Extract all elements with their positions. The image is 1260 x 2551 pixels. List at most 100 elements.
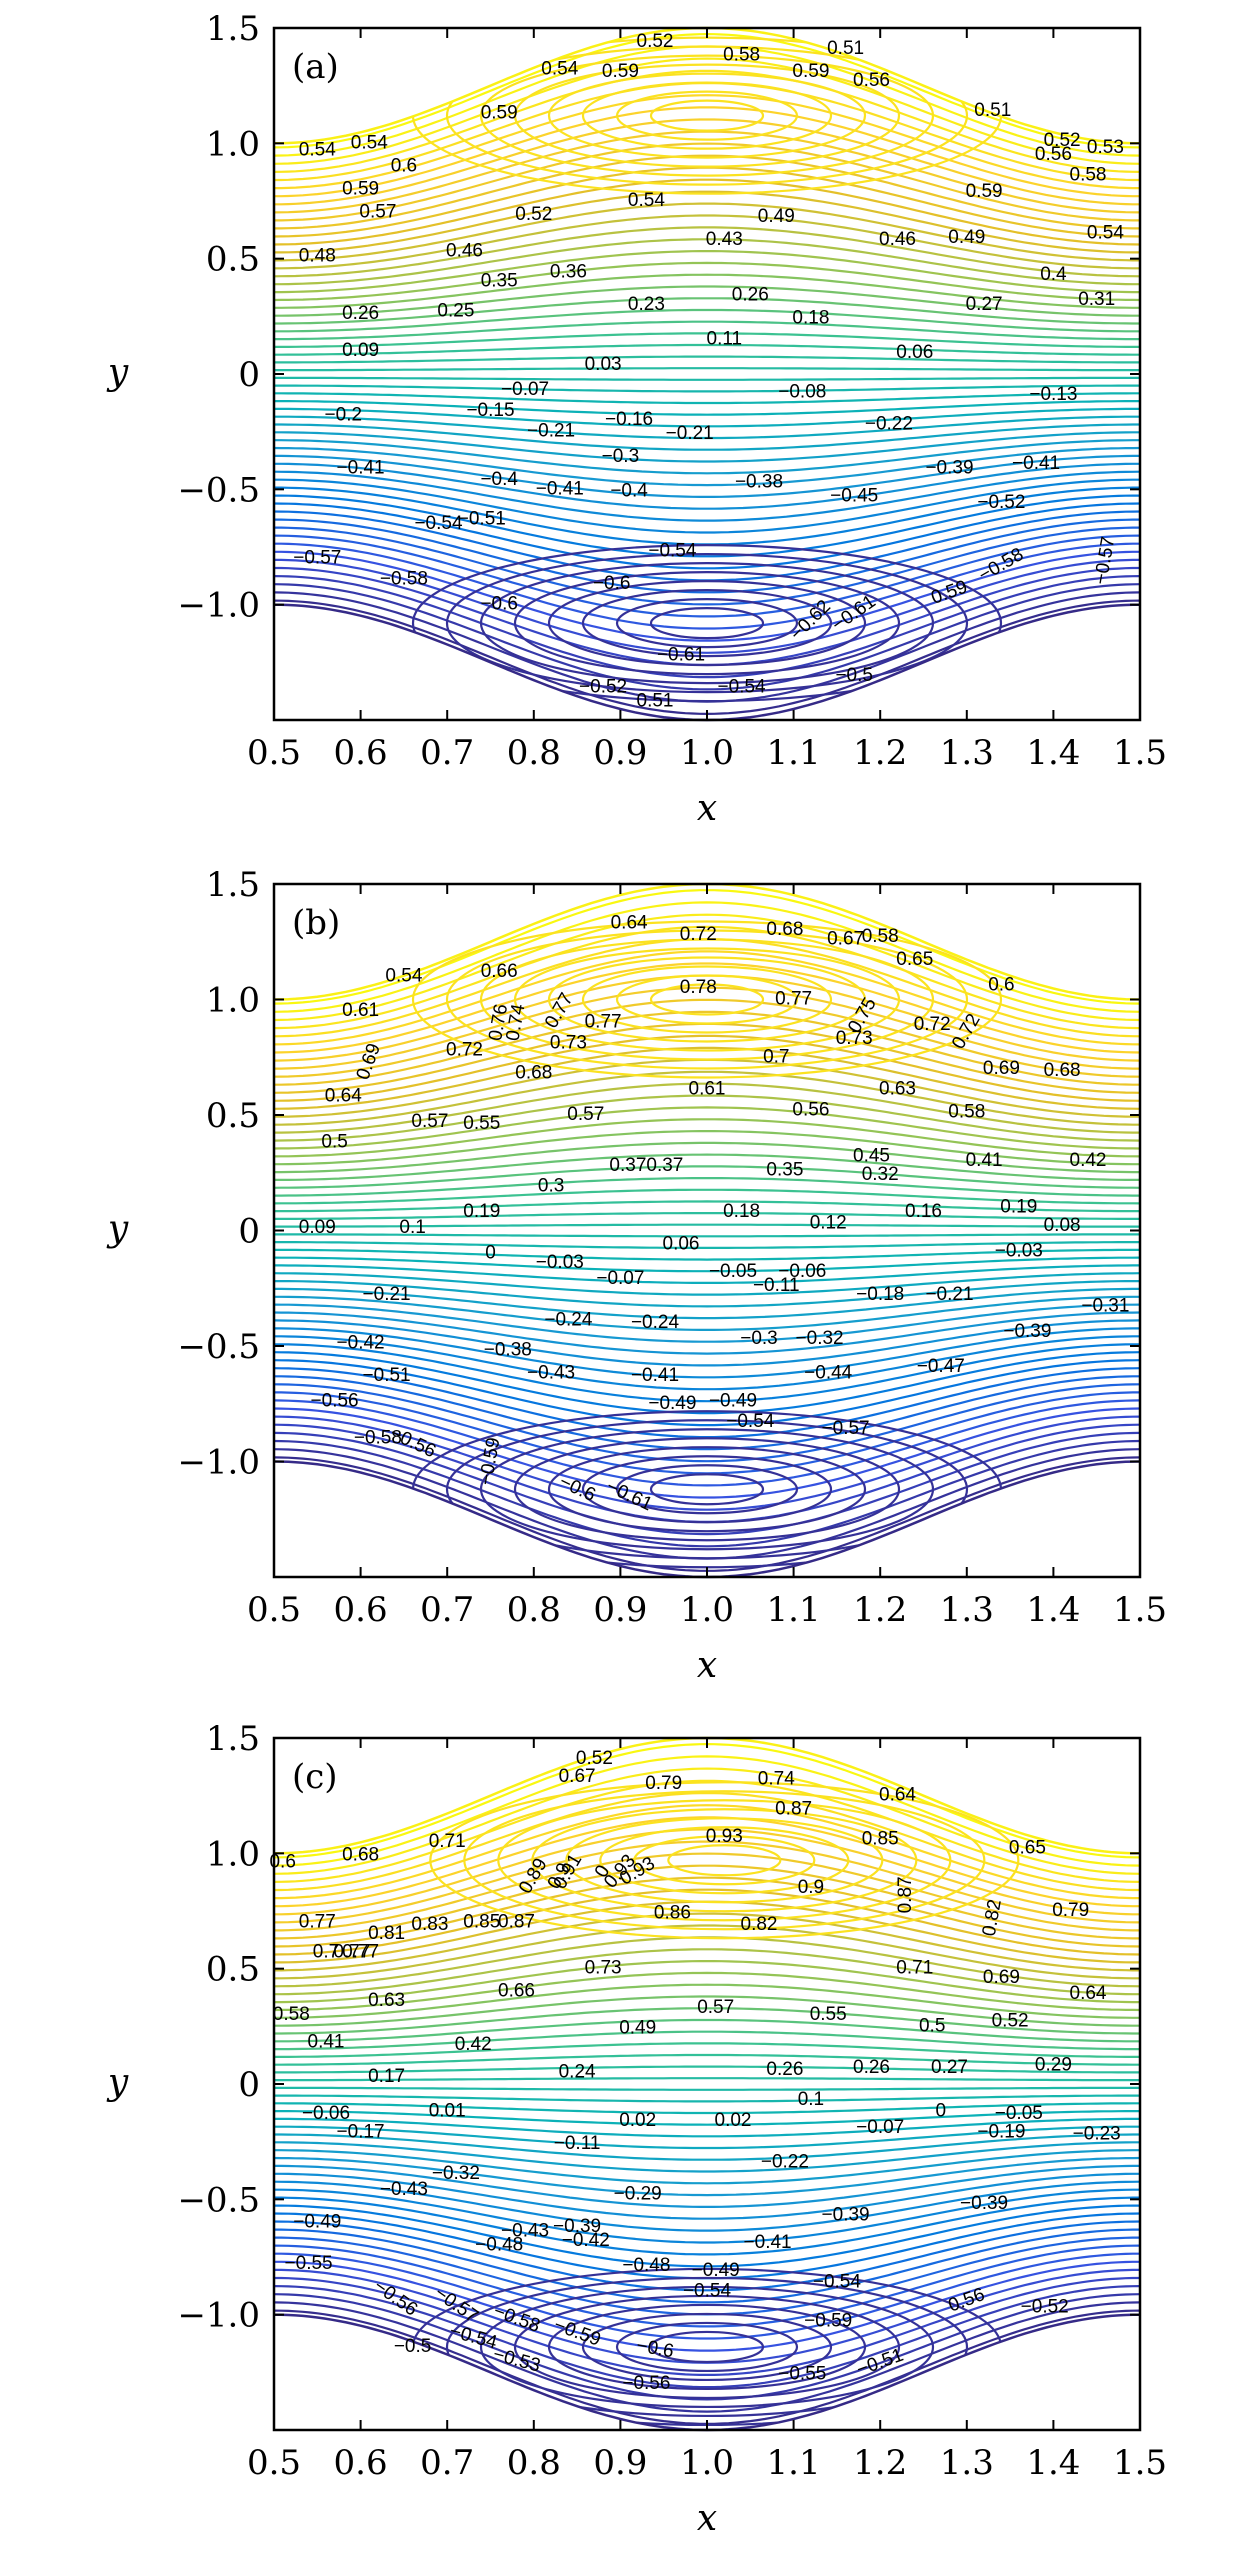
contour-label: 0.19: [1000, 1196, 1037, 1217]
contour-line: [274, 2007, 1140, 2035]
contour-label: 0.06: [663, 1233, 700, 1254]
contour-line: [274, 1852, 1140, 1932]
contour-label: 0.73: [585, 1958, 622, 1979]
contour-label: 0.77: [585, 1012, 622, 1033]
contour-label: 0.69: [983, 1967, 1020, 1988]
contour-line: [274, 1153, 1140, 1181]
contour-line: [274, 285, 1140, 317]
contour-label: 0.26: [732, 285, 769, 306]
contour-line: [274, 1876, 1140, 1948]
contour-label: 0.02: [619, 2110, 656, 2131]
contour-label: −0.54: [447, 2321, 499, 2354]
contour-line: [274, 2133, 1140, 2161]
contour-label: −0.56: [622, 2373, 670, 2394]
bottom-vortex-contour: [411, 544, 1003, 703]
contour-line: [274, 343, 1140, 356]
contour-label: 0.59: [342, 179, 379, 200]
bottom-vortex-contour: [581, 1455, 833, 1524]
top-vortex-contour: [581, 965, 833, 1034]
contour-line: [274, 415, 1140, 440]
contour-label: 0.67: [827, 928, 864, 949]
contour-line: [274, 1804, 1140, 1900]
contour-line: [274, 550, 1140, 642]
x-tick-label: 0.7: [420, 733, 474, 773]
contour-label: 0.46: [879, 229, 916, 250]
contour-label: −0.03: [995, 1240, 1043, 1261]
contour-line: [274, 1912, 1140, 1972]
contour-line: [274, 2293, 1140, 2401]
contour-label: −0.38: [735, 471, 783, 492]
contour-label: 0.57: [697, 1997, 734, 2018]
contour-line: [274, 1200, 1140, 1213]
contour-label: 0.09: [299, 1217, 336, 1238]
bottom-vortex-contour: [649, 2330, 765, 2364]
contour-label: 0.49: [619, 2018, 656, 2039]
contour-label: 0.25: [437, 301, 474, 322]
contour-label: −0.58: [354, 1427, 402, 1448]
top-vortex-contour: [479, 938, 935, 1061]
contour-label: 0.68: [766, 919, 803, 940]
contour-label: 0.68: [1044, 1060, 1081, 1081]
bottom-vortex-contour: [547, 580, 867, 667]
bottom-vortex-contour: [411, 1410, 1003, 1569]
contour-label: 0.55: [463, 1113, 500, 1134]
x-tick-label: 0.9: [593, 733, 647, 773]
top-vortex-contour: [599, 1826, 850, 1895]
x-tick-label: 1.0: [680, 1590, 734, 1630]
contour-label: −0.48: [475, 2235, 523, 2256]
contour-line: [274, 320, 1140, 341]
contour-label: 0.83: [411, 1914, 448, 1935]
y-tick-label: 0.5: [206, 1096, 260, 1136]
contour-label: 0.54: [299, 139, 336, 160]
contour-line: [274, 1212, 1140, 1220]
contour-line: [274, 1034, 1140, 1102]
contour-label: 0.73: [550, 1032, 587, 1053]
contour-label: −0.03: [536, 1252, 584, 1273]
top-vortex-contour: [615, 90, 799, 141]
x-tick-label: 1.5: [1113, 2443, 1167, 2483]
contour-line: [274, 2018, 1140, 2043]
contour-label: −0.11: [753, 1275, 800, 1296]
x-tick-label: 1.4: [1026, 1590, 1080, 1630]
contour-label: −0.6: [593, 573, 631, 594]
contour-label: −0.41: [744, 2232, 792, 2253]
contour-line: [274, 1407, 1140, 1499]
contour-label: −0.17: [337, 2121, 385, 2142]
contour-line: [274, 1070, 1140, 1126]
contour-label: −0.4: [480, 469, 518, 490]
contour-label: 0.86: [654, 1902, 691, 1923]
x-tick-label: 1.4: [1026, 2443, 1080, 2483]
x-axis-label: x: [697, 2498, 717, 2539]
contour-label: 0.17: [368, 2066, 405, 2087]
contour-label: −0.2: [325, 405, 363, 426]
contour-line: [274, 1118, 1140, 1158]
bottom-vortex-contour: [581, 2312, 833, 2382]
bottom-vortex-contour: [445, 553, 969, 694]
contour-line: [274, 925, 1140, 1030]
contour-line: [274, 2164, 1140, 2208]
contour-label: 0.82: [741, 1914, 778, 1935]
contour-label: 0.68: [342, 1845, 379, 1866]
contour-line: [274, 376, 1140, 381]
x-tick-label: 0.9: [593, 2443, 647, 2483]
x-tick-label: 1.1: [767, 1590, 821, 1630]
contour-line: [274, 384, 1140, 393]
contour-label: 0: [936, 2101, 947, 2122]
bottom-vortex-contour: [649, 1473, 765, 1506]
contour-line: [274, 2094, 1140, 2103]
bottom-vortex-contour: [615, 1464, 799, 1515]
contour-label: −0.52: [1021, 2297, 1069, 2318]
bottom-vortex-contour: [581, 589, 833, 658]
bottom-vortex-contour: [479, 562, 935, 685]
contour-label: 0.58: [1070, 165, 1107, 186]
contour-line: [274, 2220, 1140, 2292]
contour-line: [274, 1960, 1140, 2004]
contour-label: 0.26: [342, 303, 379, 324]
contour-line: [274, 950, 1140, 1046]
x-tick-label: 0.9: [593, 1590, 647, 1630]
contour-label: 0.26: [853, 2057, 890, 2078]
contour-label: 0.09: [342, 340, 379, 361]
contour-label: 0.49: [758, 206, 795, 227]
contour-label: 0.85: [463, 1912, 500, 1933]
contour-label: −0.32: [796, 1328, 844, 1349]
